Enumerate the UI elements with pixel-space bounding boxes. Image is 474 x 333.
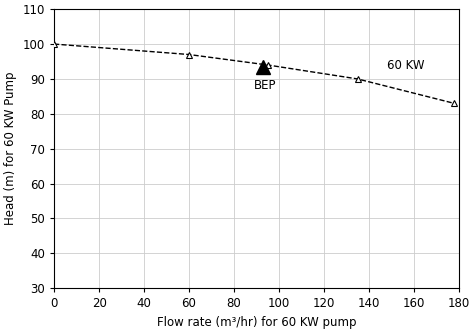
Text: 60 KW: 60 KW xyxy=(387,59,424,72)
Y-axis label: Head (m) for 60 KW Pump: Head (m) for 60 KW Pump xyxy=(4,72,17,225)
X-axis label: Flow rate (m³/hr) for 60 KW pump: Flow rate (m³/hr) for 60 KW pump xyxy=(157,316,356,329)
Text: BEP: BEP xyxy=(254,79,277,92)
